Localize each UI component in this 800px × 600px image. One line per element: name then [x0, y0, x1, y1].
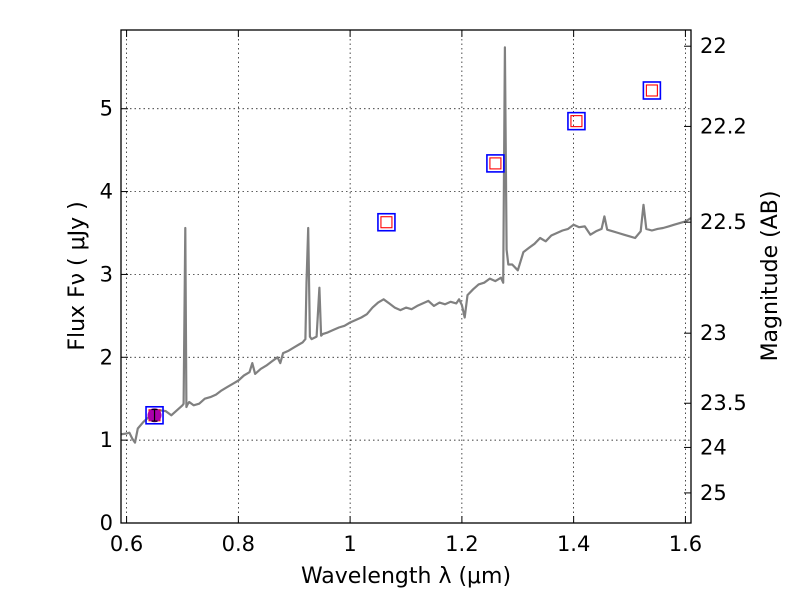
x-tick-labels: 0.6 0.8 1 1.2 1.4 1.6: [110, 532, 702, 556]
photometry-marker-inner: [380, 216, 393, 229]
y2-tick-label: 25: [700, 481, 727, 505]
plot-frame: [120, 29, 692, 524]
tick-marks: [121, 30, 691, 524]
photometry-marker-inner: [489, 157, 502, 170]
photometry-marker-outer: [377, 212, 396, 232]
y-tick-label: 4: [100, 180, 113, 204]
y2-tick-label: 22.2: [700, 114, 747, 138]
x-tick-label: 0.8: [222, 532, 255, 556]
spectrum-line: [120, 46, 692, 444]
photometry-marker-outer: [567, 111, 586, 131]
y2-tick-label: 22.5: [700, 210, 747, 234]
photometry-marker-outer: [145, 405, 164, 425]
grid-lines: [121, 30, 691, 524]
y2-axis-label: Magnitude (AB): [758, 191, 783, 362]
y-tick-labels: 0 1 2 3 4 5: [100, 97, 113, 535]
x-tick-label: 1: [343, 532, 356, 556]
y2-tick-label: 23.5: [700, 391, 747, 415]
photometry-marker-outer: [642, 81, 662, 100]
y2-tick-label: 24: [700, 435, 727, 459]
y2-tick-label: 23: [700, 321, 727, 345]
photometry-marker-inner: [570, 115, 583, 128]
y2-tick-labels: 22 22.2 22.5 23 23.5 24 25: [700, 34, 747, 505]
x-tick-label: 1.6: [669, 532, 702, 556]
y-tick-label: 2: [100, 345, 113, 369]
y-tick-label: 3: [100, 262, 113, 286]
spectrum-layer: [120, 46, 692, 444]
marker-layer: [145, 81, 662, 425]
y-tick-label: 1: [100, 428, 113, 452]
x-axis-label: Wavelength λ (μm): [301, 564, 511, 589]
y-tick-label: 0: [100, 511, 113, 535]
photometry-marker-outer: [486, 154, 505, 173]
x-tick-label: 1.4: [557, 532, 590, 556]
x-tick-label: 0.6: [110, 532, 143, 556]
y-axis-label: Flux Fν ( μJy ): [65, 201, 90, 350]
photometry-marker-inner: [645, 84, 658, 97]
y-tick-label: 5: [100, 97, 113, 121]
y2-tick-label: 22: [700, 34, 727, 58]
x-tick-label: 1.2: [445, 532, 478, 556]
